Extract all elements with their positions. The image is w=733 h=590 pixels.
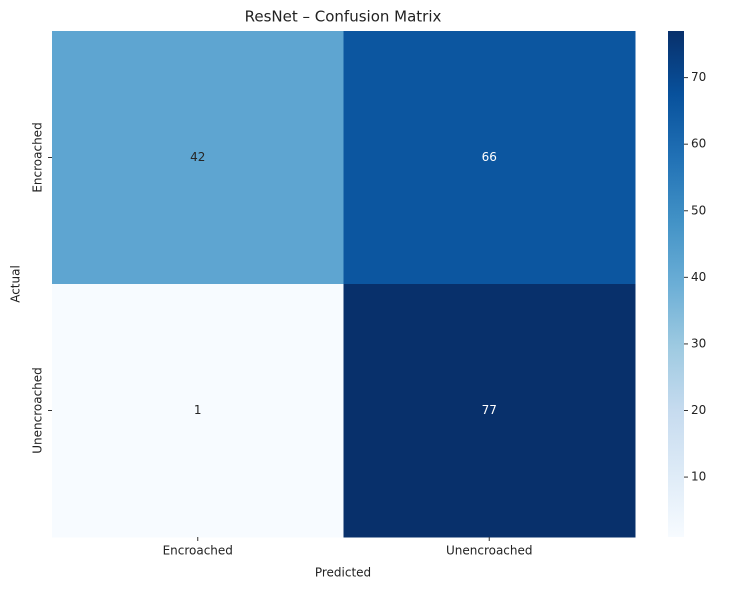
colorbar-tick-label: 70 bbox=[691, 70, 706, 84]
heatmap-cell bbox=[52, 284, 344, 538]
y-axis-label: Actual bbox=[9, 265, 23, 303]
y-tick-label: Encroached bbox=[31, 122, 45, 192]
x-tick-label: Encroached bbox=[163, 544, 233, 558]
cell-label: 42 bbox=[190, 150, 205, 164]
colorbar-tick-label: 50 bbox=[691, 203, 706, 217]
colorbar-tick-label: 20 bbox=[691, 403, 706, 417]
colorbar-tick-label: 10 bbox=[691, 470, 706, 484]
colorbar-tick-label: 30 bbox=[691, 336, 706, 350]
colorbar bbox=[668, 31, 684, 537]
cell-label: 1 bbox=[194, 403, 202, 417]
chart-title: ResNet – Confusion Matrix bbox=[245, 8, 442, 26]
y-tick-label: Unencroached bbox=[31, 367, 45, 454]
colorbar-tick-label: 40 bbox=[691, 270, 706, 284]
heatmap-cell bbox=[52, 31, 344, 285]
x-axis-label: Predicted bbox=[315, 566, 371, 580]
x-tick-label: Unencroached bbox=[446, 544, 533, 558]
cell-label: 66 bbox=[482, 150, 497, 164]
cell-label: 77 bbox=[482, 403, 497, 417]
heatmap-cell bbox=[343, 31, 636, 285]
heatmap-cell bbox=[343, 284, 636, 538]
colorbar-tick-label: 60 bbox=[691, 137, 706, 151]
